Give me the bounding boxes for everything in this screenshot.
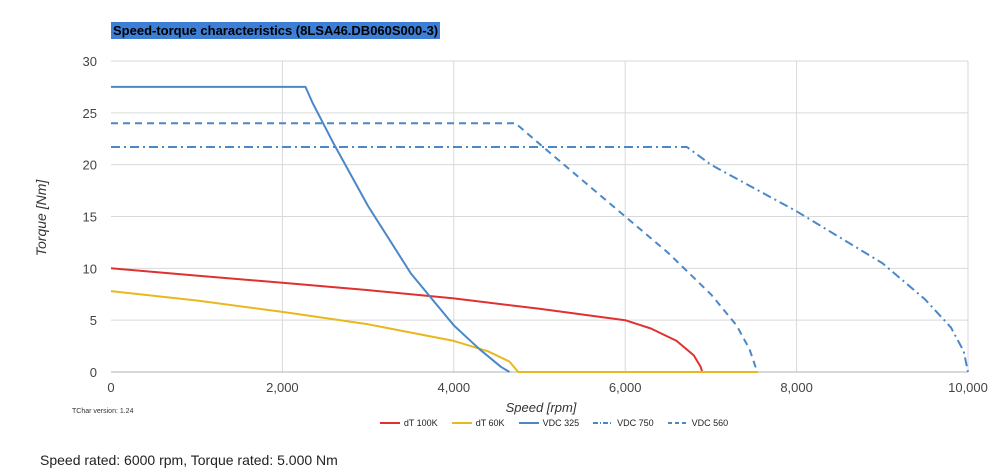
series-line-dt-100k xyxy=(110,267,704,373)
legend-item: VDC 560 xyxy=(667,418,729,428)
chart-title: Speed-torque characteristics (8LSA46.DB0… xyxy=(111,22,441,39)
y-tick-label: 25 xyxy=(83,106,97,121)
tick-labels: 0 5 10 15 20 25 30 0 2,000 4,000 6,000 8,000 10,000 xyxy=(83,54,988,395)
legend-item: VDC 750 xyxy=(593,418,654,428)
y-axis-label: Torque [Nm] xyxy=(33,179,49,257)
legend-item: VDC 325 xyxy=(518,418,580,428)
series-lines xyxy=(110,85,969,373)
x-tick-label: 10,000 xyxy=(948,380,988,395)
legend-swatch xyxy=(451,422,472,424)
legend-swatch xyxy=(593,422,614,424)
rated-values-text: Speed rated: 6000 rpm, Torque rated: 5.0… xyxy=(40,452,338,468)
legend-label: VDC 560 xyxy=(691,418,729,428)
x-tick-label: 6,000 xyxy=(609,380,642,395)
y-tick-label: 10 xyxy=(83,261,97,276)
series-line-vdc-325 xyxy=(111,85,511,373)
legend-label: dT 100K xyxy=(403,418,438,428)
chart-legend: dT 100K dT 60K VDC 325 VDC 750 VDC 560 xyxy=(0,418,1000,428)
x-tick-label: 0 xyxy=(107,380,114,395)
y-tick-label: 15 xyxy=(83,210,97,225)
legend-label: dT 60K xyxy=(475,418,505,428)
legend-item: dT 100K xyxy=(272,418,438,428)
legend-label: VDC 750 xyxy=(617,418,654,428)
legend-swatch xyxy=(379,422,400,424)
legend-item: dT 60K xyxy=(451,418,505,428)
x-tick-label: 4,000 xyxy=(438,380,471,395)
y-tick-label: 5 xyxy=(90,313,97,328)
y-tick-label: 30 xyxy=(83,54,97,69)
tchar-version: TChar version: 1.24 xyxy=(72,408,134,415)
legend-swatch xyxy=(667,422,688,424)
x-axis-label: Speed [rpm] xyxy=(506,400,577,415)
x-tick-label: 2,000 xyxy=(266,380,299,395)
series-line-vdc-750 xyxy=(111,146,969,373)
y-tick-label: 20 xyxy=(83,158,97,173)
grid xyxy=(111,60,969,372)
series-line-dt-60k xyxy=(110,290,758,373)
x-tick-label: 8,000 xyxy=(780,380,813,395)
legend-label: VDC 325 xyxy=(542,418,580,428)
y-tick-label: 0 xyxy=(90,365,97,380)
legend-swatch xyxy=(518,422,539,424)
series-line-vdc-560 xyxy=(111,122,759,373)
